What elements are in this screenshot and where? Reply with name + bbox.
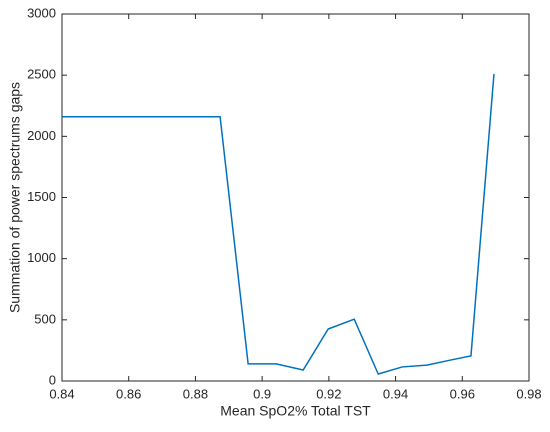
- y-tick-label: 0: [49, 372, 56, 387]
- x-tick-label: 0.84: [49, 386, 74, 401]
- x-tick-label: 0.96: [450, 386, 475, 401]
- y-tick-label: 500: [34, 311, 56, 326]
- data-line: [62, 73, 495, 375]
- x-tick-label: 0.98: [516, 386, 541, 401]
- y-axis-title: Summation of power spectrums gaps: [7, 82, 23, 313]
- x-tick-label: 0.92: [316, 386, 341, 401]
- plot-frame: [61, 13, 530, 382]
- x-tick-label: 0.94: [383, 386, 408, 401]
- x-axis-title: Mean SpO2% Total TST: [220, 403, 371, 419]
- y-tick-label: 2000: [27, 128, 56, 143]
- y-tick-label: 3000: [27, 5, 56, 20]
- y-tick-label: 1500: [27, 189, 56, 204]
- y-tick-label: 1000: [27, 250, 56, 265]
- x-tick-label: 0.86: [116, 386, 141, 401]
- x-tick-label: 0.9: [253, 386, 271, 401]
- x-tick-label: 0.88: [183, 386, 208, 401]
- y-tick-label: 2500: [27, 67, 56, 82]
